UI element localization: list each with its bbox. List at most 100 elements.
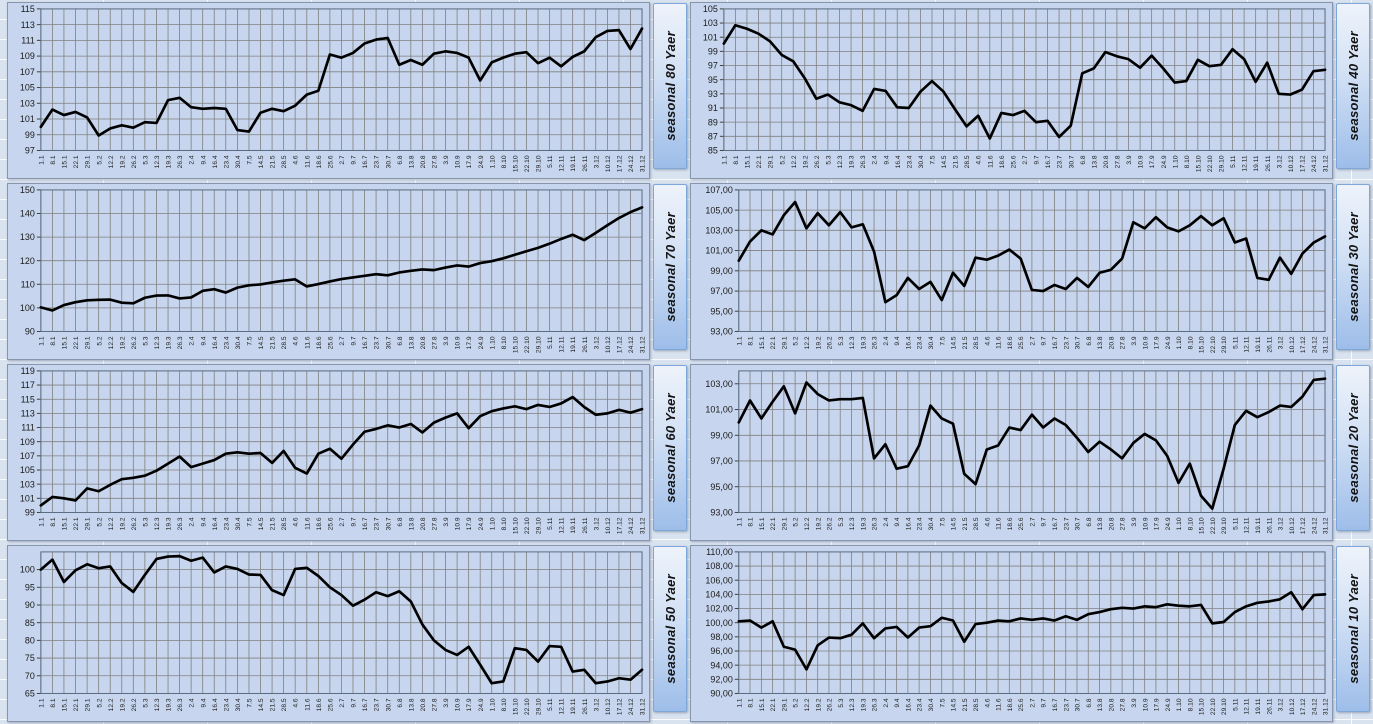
x-tick-label: 7.5 (930, 155, 937, 165)
series-line (39, 395, 644, 507)
x-tick-label: 17.12 (1300, 698, 1307, 715)
y-tick-label: 65 (25, 689, 35, 699)
x-tick-label: 19.3 (849, 155, 856, 168)
x-tick-label: 26.3 (872, 517, 879, 530)
x-tick-label: 5.2 (96, 155, 103, 165)
chart-seasonal-10-yaer: 110,00 108,00 106,00 104,00 102,00 100,00 98,0… (690, 545, 1333, 722)
y-tick-label: 94,00 (710, 660, 732, 670)
plot-area: 103,00 101,00 99,00 97,00 95,00 93,00 1.1 8.1 15… (705, 370, 1330, 534)
x-tick-label: 29.1 (781, 517, 788, 530)
x-tick-label: 30.7 (385, 517, 392, 530)
x-tick-label: 4.6 (984, 517, 991, 527)
x-tick-label: 22.10 (1210, 698, 1217, 715)
x-tick-label: 9.7 (351, 517, 358, 527)
x-tick-label: 29.10 (536, 517, 543, 534)
x-tick-label: 1.1 (736, 517, 743, 527)
x-tick-label: 7.5 (247, 336, 254, 346)
x-tick-label: 16.7 (1052, 698, 1059, 711)
series-line (737, 590, 1327, 671)
x-tick-label: 16.7 (1052, 517, 1059, 530)
x-tick-label: 4.6 (976, 155, 983, 165)
x-tick-label: 7.5 (939, 517, 946, 527)
y-tick-label: 105 (20, 83, 35, 93)
x-tick-label: 27.8 (431, 336, 438, 349)
y-tick-label: 106,00 (705, 575, 732, 585)
x-tick-label: 9.4 (883, 155, 890, 165)
x-tick-label: 5.2 (96, 698, 103, 708)
x-tick-label: 2.4 (189, 698, 196, 708)
x-tick-label: 12.11 (1242, 155, 1249, 171)
chart-canvas: 103,00 101,00 99,00 97,00 95,00 93,00 1.1 8.1 15… (705, 370, 1330, 534)
chart-canvas: 110,00 108,00 106,00 104,00 102,00 100,00 98,0… (705, 547, 1329, 715)
x-tick-label: 18.6 (316, 698, 323, 711)
x-tick-label: 11.6 (987, 155, 994, 168)
y-tick-label: 99 (708, 47, 718, 57)
x-tick-label: 19.2 (119, 698, 126, 711)
x-tick-label: 19.11 (570, 336, 577, 352)
y-tick-label: 99 (25, 130, 35, 140)
x-tick-label: 25.6 (1018, 336, 1025, 349)
x-tick-label: 8.10 (1187, 698, 1194, 711)
series-line (39, 554, 644, 685)
x-tick-label: 16.7 (1052, 336, 1059, 349)
x-tick-label: 29.1 (85, 517, 92, 530)
x-tick-label: 21.5 (270, 336, 277, 349)
y-tick-label: 117 (21, 380, 35, 390)
x-tick-label: 15.1 (61, 517, 68, 530)
y-tick-label: 98,00 (710, 632, 732, 642)
y-tick-label: 105 (703, 4, 718, 14)
x-tick-label: 3.12 (1278, 517, 1285, 530)
x-tick-label: 26.11 (582, 336, 589, 352)
x-tick-label: 26.3 (872, 698, 879, 711)
x-tick-label: 30.4 (928, 517, 935, 530)
x-tick-label: 5.11 (1230, 155, 1237, 168)
x-tick-label: 12.2 (804, 517, 811, 530)
y-tick-label: 107 (20, 67, 35, 77)
x-tick-label: 3.9 (443, 698, 450, 708)
x-tick-label: 7.5 (247, 517, 254, 527)
x-tick-label: 3.9 (443, 517, 450, 527)
x-tick-label: 5.11 (547, 336, 554, 349)
plot-area: 150 140 130 120 110 100 901.1 8.1 15.1 22.1 29.1 5.… (20, 185, 647, 353)
x-tick-label: 25.6 (1010, 155, 1017, 168)
x-tick-label: 24.9 (1165, 698, 1172, 711)
x-tick-label: 30.4 (235, 517, 242, 530)
x-tick-label: 11.6 (996, 336, 1003, 349)
x-tick-label: 12.2 (804, 698, 811, 711)
x-tick-label: 5.2 (779, 155, 786, 165)
x-tick-label: 24.9 (1165, 517, 1172, 530)
x-tick-label: 17.12 (616, 336, 623, 353)
x-tick-label: 8.1 (50, 698, 57, 708)
label-cell: seasonal 60 Yaer (650, 364, 690, 541)
x-tick-label: 19.2 (815, 336, 822, 349)
x-tick-label: 25.6 (327, 517, 334, 530)
x-tick-label: 15.1 (759, 336, 766, 349)
x-tick-label: 2.4 (872, 155, 879, 165)
plot-border (738, 370, 1326, 513)
y-tick-label: 90,00 (710, 689, 732, 699)
y-tick-label: 109 (20, 437, 35, 447)
y-tick-label: 120 (20, 256, 35, 266)
x-tick-label: 15.1 (759, 698, 766, 711)
x-tick-label: 1.10 (489, 698, 496, 711)
x-tick-label: 21.5 (962, 336, 969, 349)
x-tick-label: 17.9 (1153, 698, 1160, 711)
x-tick-label: 22.1 (770, 698, 777, 711)
x-tick-label: 3.9 (1131, 336, 1138, 346)
y-tick-label: 100,00 (705, 618, 732, 628)
y-tick-label: 100 (20, 303, 35, 313)
x-tick-label: 1.10 (1176, 517, 1183, 530)
x-tick-label: 3.12 (593, 517, 600, 530)
x-tick-label: 10.9 (1138, 155, 1145, 168)
x-tick-label: 9.4 (200, 517, 207, 527)
y-tick-label: 90 (25, 327, 35, 337)
x-tick-label: 27.8 (1120, 517, 1127, 530)
x-tick-label: 4.6 (984, 698, 991, 708)
x-tick-label: 29.1 (781, 336, 788, 349)
chart-title-box: seasonal 40 Yaer (1336, 3, 1370, 169)
x-tick-label: 16.4 (212, 517, 219, 530)
y-tick-label: 109 (20, 51, 35, 61)
x-tick-label: 23.7 (1063, 517, 1070, 530)
series-line (722, 23, 1327, 140)
x-tick-label: 1.10 (489, 155, 496, 168)
